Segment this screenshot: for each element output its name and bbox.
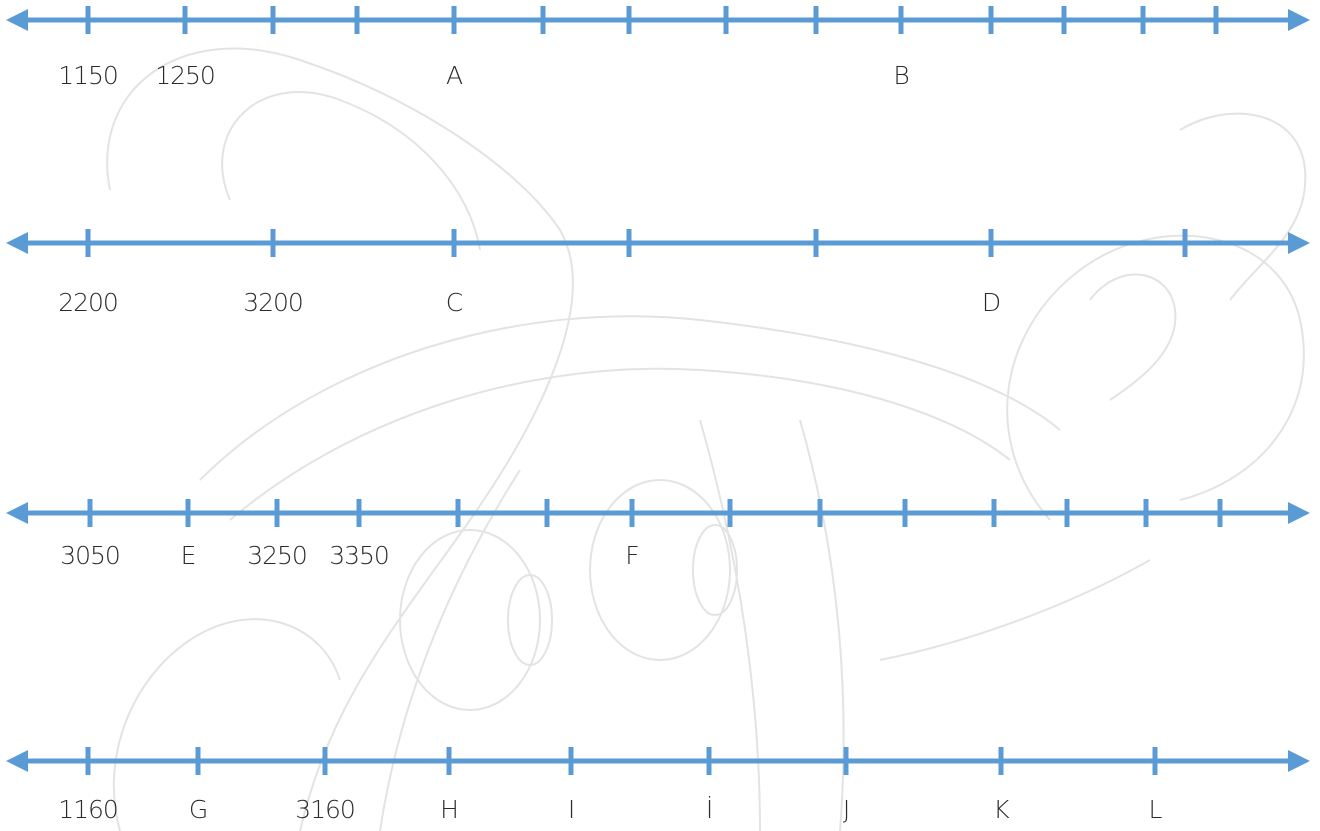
left-arrow-icon <box>6 502 28 524</box>
tick-label: 3160 <box>295 795 355 824</box>
tick-label: E <box>181 541 196 570</box>
right-arrow-icon <box>1288 750 1310 772</box>
tick-label: L <box>1149 795 1163 824</box>
tick-label: I <box>568 795 574 824</box>
tick-label: 3350 <box>329 541 389 570</box>
right-arrow-icon <box>1288 502 1310 524</box>
background-illustration <box>106 47 1307 831</box>
tick-label: 1250 <box>155 61 215 90</box>
number-line-3: 3050 E 3250 3350 F <box>6 499 1310 570</box>
tick-label: G <box>189 795 207 824</box>
left-arrow-icon <box>6 9 28 31</box>
tick-label: K <box>993 795 1010 824</box>
tick-label: 3200 <box>243 288 303 317</box>
tick-label: 3250 <box>247 541 307 570</box>
right-arrow-icon <box>1288 232 1310 254</box>
tick-label: H <box>440 795 458 824</box>
tick-label: B <box>893 61 908 90</box>
tick-label: 1150 <box>58 61 118 90</box>
right-arrow-icon <box>1288 9 1310 31</box>
left-arrow-icon <box>6 750 28 772</box>
tick-label: J <box>843 795 849 824</box>
left-arrow-icon <box>6 232 28 254</box>
tick-label: D <box>982 288 1000 317</box>
tick-label: 1160 <box>58 795 118 824</box>
tick-label: A <box>446 61 463 90</box>
number-line-2: 2200 3200 C D <box>6 229 1310 317</box>
tick-label: İ <box>706 795 712 824</box>
number-line-1: 1150 1250 A B <box>6 6 1310 90</box>
tick-label: C <box>446 288 463 317</box>
number-line-4: 1160 G 3160 H I İ J K L <box>6 747 1310 824</box>
tick-label: 2200 <box>58 288 118 317</box>
tick-label: 3050 <box>60 541 120 570</box>
tick-label: F <box>625 541 638 570</box>
